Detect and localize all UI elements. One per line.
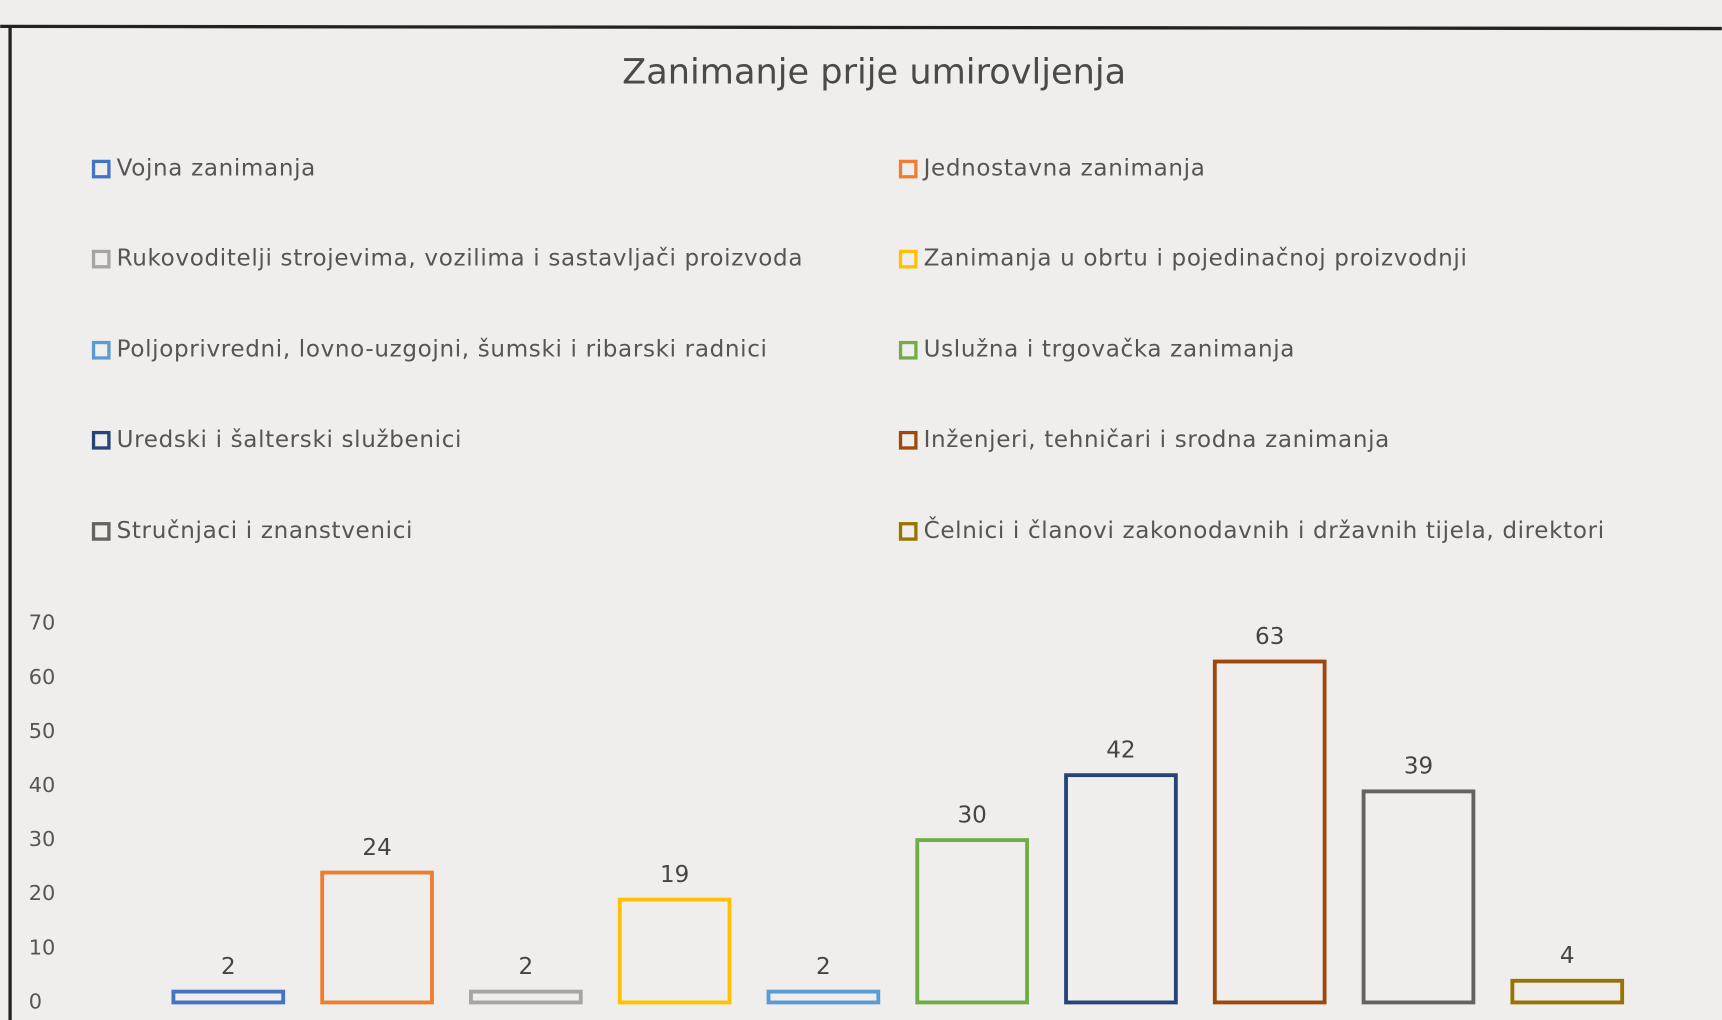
data-label: 2 <box>519 954 534 980</box>
legend-label: Stručnjaci i znanstvenici <box>117 518 414 544</box>
y-tick-label: 70 <box>29 611 56 635</box>
data-label: 2 <box>221 954 236 980</box>
y-tick-label: 10 <box>29 935 56 959</box>
data-label: 39 <box>1404 754 1433 780</box>
data-label: 2 <box>816 954 831 980</box>
bar <box>766 989 881 1005</box>
bar <box>617 897 732 1005</box>
legend-swatch <box>898 430 918 450</box>
legend-label: Poljoprivredni, lovno-uzgojni, šumski i … <box>117 337 768 363</box>
legend-swatch <box>898 340 918 360</box>
legend-swatch <box>91 249 111 269</box>
y-tick-label: 50 <box>29 719 56 743</box>
legend-label: Inženjeri, tehničari i srodna zanimanja <box>924 427 1390 453</box>
bar <box>1361 789 1476 1005</box>
bar <box>171 989 286 1005</box>
frame-top <box>0 24 1722 31</box>
y-tick-label: 20 <box>29 881 56 905</box>
legend-swatch <box>898 249 918 269</box>
chart-title: Zanimanje prije umirovljenja <box>622 52 1126 93</box>
bar <box>1510 978 1625 1005</box>
bar <box>320 870 434 1005</box>
y-tick-label: 40 <box>29 773 56 797</box>
legend-swatch <box>91 159 111 179</box>
y-tick-label: 30 <box>29 827 56 851</box>
bar <box>469 989 583 1005</box>
legend-swatch <box>91 340 111 360</box>
legend-label: Zanimanja u obrtu i pojedinačnoj proizvo… <box>924 246 1468 272</box>
legend-swatch <box>91 430 111 450</box>
legend-label: Uslužna i trgovačka zanimanja <box>924 337 1295 363</box>
data-label: 24 <box>362 835 391 861</box>
bar <box>915 838 1029 1005</box>
legend-label: Vojna zanimanja <box>117 156 316 182</box>
legend-label: Čelnici i članovi zakonodavnih i državni… <box>924 516 1605 544</box>
legend-label: Uredski i šalterski službenici <box>117 427 463 453</box>
data-label: 42 <box>1106 738 1135 764</box>
data-label: 19 <box>660 862 689 888</box>
data-label: 4 <box>1560 943 1575 969</box>
legend-swatch <box>91 522 111 541</box>
bar <box>1212 659 1327 1005</box>
legend-swatch <box>898 159 918 179</box>
bar <box>1064 773 1178 1005</box>
legend-label: Rukovoditelji strojevima, vozilima i sas… <box>117 246 804 272</box>
y-tick-label: 60 <box>29 665 56 689</box>
legend-swatch <box>898 522 918 541</box>
y-tick-label: 0 <box>29 989 42 1013</box>
legend-label: Jednostavna zanimanja <box>922 156 1206 182</box>
data-label: 63 <box>1255 624 1284 650</box>
data-label: 30 <box>958 802 987 828</box>
